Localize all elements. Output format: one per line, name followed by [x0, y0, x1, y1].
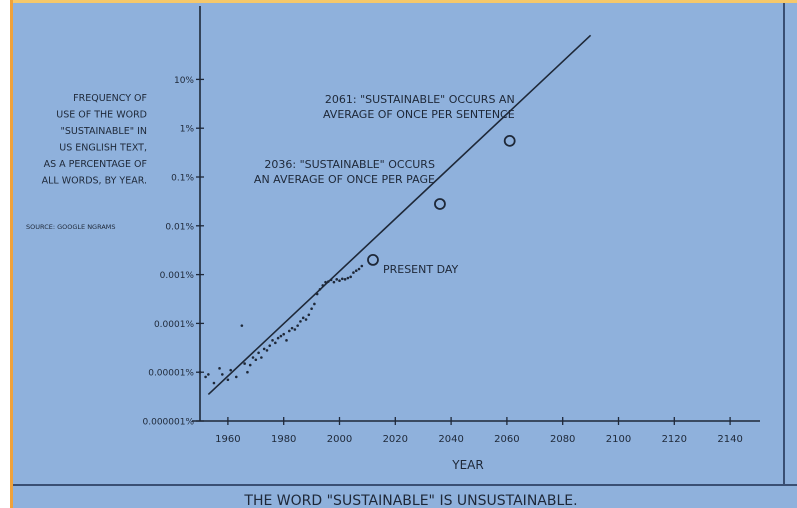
data-point [301, 316, 305, 320]
data-point [240, 324, 244, 327]
annotation-label: 2036: "SUSTAINABLE" OCCURS [264, 158, 435, 171]
data-point [221, 373, 224, 376]
annotation-label: 2061: "SUSTAINABLE" OCCURS AN [325, 93, 515, 106]
x-tick-label: 1960 [215, 434, 240, 445]
x-tick-label: 2140 [717, 434, 742, 445]
x-ticks: 1960 1980 2000 2020 2040 2060 2080 2100 2120 2140 [215, 417, 743, 445]
annotation-label: AN AVERAGE OF ONCE PER PAGE [254, 173, 435, 186]
data-point [243, 362, 246, 365]
data-point [198, 370, 202, 374]
data-points [198, 264, 364, 385]
panel-top-border [13, 0, 797, 3]
data-point [332, 280, 336, 284]
data-point [204, 375, 207, 379]
data-point [307, 313, 311, 317]
data-point [229, 368, 232, 372]
data-point [354, 269, 358, 273]
source-note: SOURCE: GOOGLE NGRAMS [26, 223, 116, 231]
y-tick-label: 0.01% [165, 222, 194, 232]
data-point [265, 349, 269, 352]
data-point [340, 277, 344, 281]
data-point [279, 334, 283, 338]
y-axis-description-line: FREQUENCY OF [73, 93, 147, 104]
x-tick-label: 2020 [383, 434, 408, 445]
y-axis-description-line: AS A PERCENTAGE OF [44, 159, 147, 170]
data-point [251, 356, 255, 359]
chart-background [13, 3, 797, 508]
data-point [218, 367, 221, 370]
data-point [271, 339, 274, 342]
data-point [254, 358, 258, 362]
data-point [335, 278, 339, 281]
y-tick-label: 0.000001% [143, 418, 195, 428]
data-point [313, 302, 316, 306]
x-tick-label: 2120 [662, 434, 687, 445]
data-point [360, 264, 364, 268]
y-axis-description-line: USE OF THE WORD [56, 110, 147, 121]
data-point [274, 341, 277, 345]
data-point [282, 332, 286, 336]
caption-divider [13, 484, 797, 486]
y-tick-label: 0.1% [171, 174, 194, 184]
data-point [357, 267, 361, 271]
data-point [246, 370, 249, 374]
x-axis-label: YEAR [451, 458, 483, 472]
data-point [234, 375, 238, 379]
data-point [207, 373, 210, 376]
data-point [260, 356, 263, 359]
caption: THE WORD "SUSTAINABLE" IS UNSUSTAINABLE. [243, 493, 577, 508]
data-point [257, 351, 260, 355]
data-point [296, 324, 299, 327]
annotation-marker [503, 134, 516, 147]
x-tick-label: 2060 [494, 434, 519, 445]
annotation-marker [434, 198, 446, 210]
data-point [262, 347, 266, 351]
axes [192, 6, 760, 422]
annotations: PRESENT DAY 2036: "SUSTAINABLE" OCCURS AN … [254, 93, 516, 276]
y-tick-label: 10% [174, 76, 194, 86]
x-tick-label: 2000 [327, 434, 352, 445]
data-point [226, 378, 230, 382]
data-point [290, 326, 294, 330]
data-point [248, 363, 252, 367]
y-tick-label: 1% [180, 125, 195, 135]
trend-line [207, 34, 592, 396]
data-point [276, 336, 280, 340]
y-axis-description-line: ALL WORDS, BY YEAR. [42, 176, 147, 187]
data-point [287, 329, 291, 333]
data-point [349, 275, 352, 279]
y-ticks: 0.000001% 0.00001% 0.0001% 0.001% 0.01% 0.1% 1… [143, 76, 204, 428]
data-point [212, 381, 216, 385]
data-point [285, 339, 288, 342]
y-axis-description-line: US ENGLISH TEXT, [59, 143, 147, 154]
annotation-label: PRESENT DAY [383, 263, 459, 276]
data-point [304, 318, 308, 321]
y-tick-label: 0.001% [160, 271, 195, 281]
data-point [352, 271, 355, 274]
data-point [343, 278, 347, 281]
data-point [293, 328, 297, 331]
data-point [268, 344, 272, 347]
annotation-label: AVERAGE OF ONCE PER SENTENCE [323, 108, 515, 121]
trend-line-path [207, 34, 592, 396]
y-axis-description-line: "SUSTAINABLE" IN [61, 126, 147, 137]
panel-left-border [10, 0, 13, 508]
x-tick-label: 2080 [550, 434, 575, 445]
x-tick-label: 2100 [606, 434, 631, 445]
x-tick-label: 2040 [438, 434, 463, 445]
data-point [299, 320, 302, 323]
data-point [346, 276, 350, 280]
y-tick-label: 0.00001% [148, 369, 194, 379]
data-point [310, 307, 313, 311]
data-point [338, 279, 341, 282]
y-tick-label: 0.0001% [154, 320, 194, 330]
x-tick-label: 1980 [271, 434, 296, 445]
annotation-marker [367, 254, 379, 266]
panel-right-border [783, 3, 785, 486]
y-axis-description: FREQUENCY OF USE OF THE WORD "SUSTAINABLE"… [42, 93, 147, 187]
